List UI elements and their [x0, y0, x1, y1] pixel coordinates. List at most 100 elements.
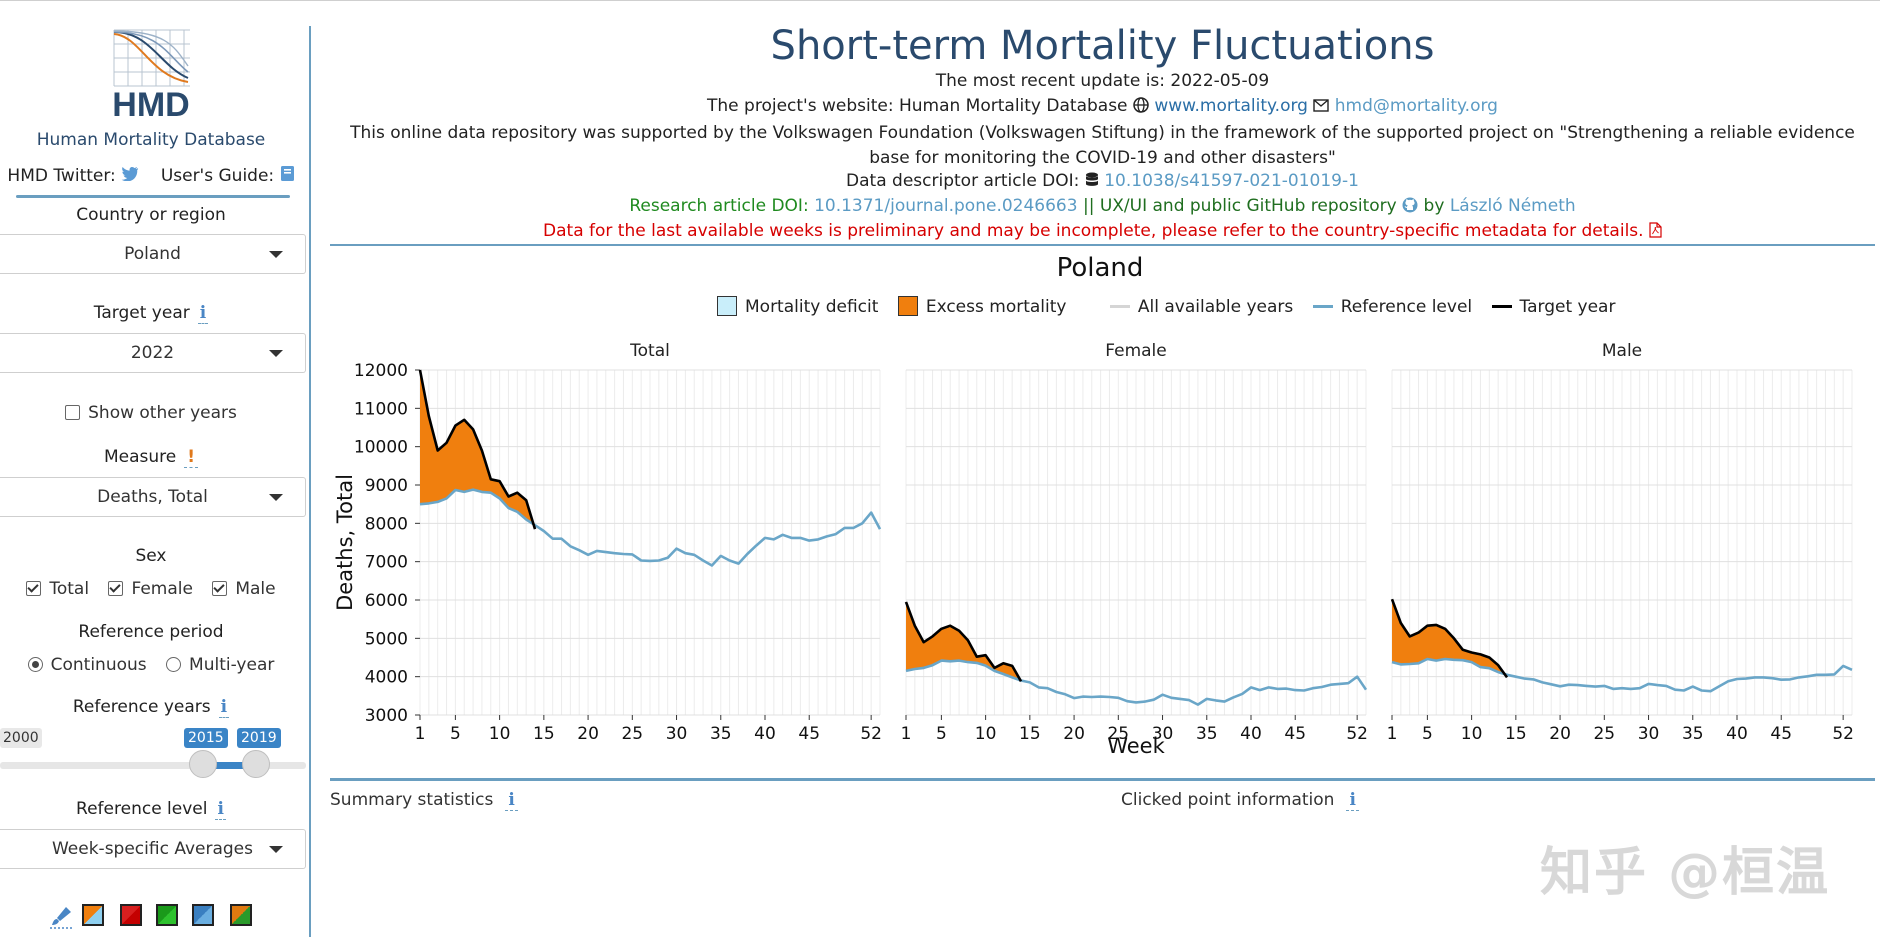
support-text: This online data repository was supporte… — [350, 123, 1855, 168]
chevron-down-icon — [269, 494, 283, 501]
excess-mortality-area — [906, 601, 1021, 682]
radio-selected-icon[interactable] — [27, 657, 43, 672]
ref-period-options: Continuous Multi-year — [0, 655, 302, 675]
x-tick-label: 5 — [936, 724, 947, 744]
author-link[interactable]: László Németh — [1449, 196, 1576, 216]
palette-orange-blue[interactable] — [82, 904, 104, 926]
y-tick-label: 9000 — [365, 476, 408, 496]
x-tick-label: 35 — [1682, 724, 1704, 744]
x-tick-label: 15 — [533, 724, 555, 744]
pdf-icon[interactable] — [1649, 222, 1662, 238]
x-tick-label: 30 — [666, 724, 688, 744]
database-icon — [1085, 172, 1098, 186]
x-tick-label: 45 — [1770, 724, 1792, 744]
descriptor-doi-link[interactable]: 10.1038/s41597-021-01019-1 — [1104, 171, 1359, 191]
x-tick-label: 45 — [1284, 724, 1306, 744]
sex-total-option[interactable]: Total — [26, 579, 89, 599]
reference-years-slider[interactable] — [0, 762, 306, 769]
x-tick-label: 10 — [1461, 724, 1483, 744]
measure-value: Deaths, Total — [97, 487, 208, 507]
palette-orange-green[interactable] — [230, 904, 252, 926]
y-tick-label: 7000 — [365, 553, 408, 573]
x-tick-label: 52 — [1832, 724, 1854, 744]
x-tick-label: 40 — [1240, 724, 1262, 744]
country-select[interactable]: Poland — [0, 234, 306, 274]
ref-multiyear-option[interactable]: Multi-year — [166, 655, 274, 675]
sex-male-option[interactable]: Male — [212, 579, 276, 599]
legend-all-years-label: All available years — [1137, 297, 1294, 317]
slider-selected-range — [203, 762, 256, 769]
checkbox-checked-icon[interactable] — [108, 581, 124, 596]
page-title: Short-term Mortality Fluctuations — [770, 23, 1435, 69]
legend-reference[interactable]: Reference level — [1312, 297, 1473, 317]
x-tick-label: 5 — [450, 724, 461, 744]
excess-mortality-area — [1392, 599, 1507, 678]
update-line: The most recent update is: 2022-05-09 — [935, 71, 1270, 91]
hmd-logo[interactable]: HMD — [110, 26, 192, 124]
excess-mortality-area — [420, 370, 535, 530]
research-line: Research article DOI: 10.1371/journal.po… — [330, 196, 1875, 216]
research-doi-link[interactable]: 10.1371/journal.pone.0246663 — [814, 196, 1078, 216]
target-year-label: Target year — [93, 303, 190, 323]
ref-period-label: Reference period — [78, 622, 224, 642]
sidebar-divider — [309, 26, 311, 937]
ref-continuous-option[interactable]: Continuous — [27, 655, 147, 675]
checkbox-checked-icon[interactable] — [212, 581, 228, 596]
legend-deficit[interactable]: Mortality deficit — [717, 296, 878, 317]
site-name[interactable]: Human Mortality Database — [36, 130, 266, 150]
measure-select[interactable]: Deaths, Total — [0, 477, 306, 517]
info-icon[interactable]: i — [505, 790, 518, 811]
info-icon[interactable]: i — [215, 799, 226, 820]
target-year-select[interactable]: 2022 — [0, 333, 306, 373]
target-year-value: 2022 — [130, 343, 175, 363]
slider-from-label: 2015 — [184, 728, 228, 748]
info-icon[interactable]: i — [197, 303, 209, 324]
palette-green[interactable] — [156, 904, 178, 926]
chart-bottom-divider — [330, 778, 1875, 781]
radio-icon[interactable] — [166, 657, 182, 672]
target-year-line — [904, 601, 1023, 682]
legend-excess[interactable]: Excess mortality — [897, 296, 1066, 317]
show-other-years-row[interactable]: Show other years — [0, 403, 302, 423]
slider-to-handle[interactable] — [242, 750, 270, 778]
sex-options: Total Female Male — [0, 579, 302, 599]
ref-level-select[interactable]: Week-specific Averages — [0, 829, 306, 869]
info-icon[interactable]: i — [218, 697, 230, 718]
ref-level-label-row: Reference level i — [0, 799, 302, 820]
legend-reference-label: Reference level — [1340, 297, 1473, 317]
clicked-point-info[interactable]: Clicked point information i — [1121, 790, 1359, 811]
website-link[interactable]: www.mortality.org — [1154, 96, 1308, 116]
book-icon[interactable] — [280, 165, 295, 187]
github-icon[interactable] — [1402, 197, 1418, 213]
measure-label-row: Measure! — [0, 447, 302, 468]
target-year-label-row: Target year i — [0, 303, 302, 324]
show-other-years-checkbox[interactable] — [65, 405, 81, 420]
legend-target[interactable]: Target year — [1491, 297, 1615, 317]
email-link[interactable]: hmd@mortality.org — [1334, 96, 1498, 116]
summary-statistics[interactable]: Summary statistics i — [330, 790, 518, 811]
ref-years-label-row: Reference years i — [0, 697, 302, 718]
panel-title: Female — [1105, 341, 1166, 361]
slider-from-handle[interactable] — [189, 750, 217, 778]
x-tick-label: 40 — [754, 724, 776, 744]
sex-female-option[interactable]: Female — [108, 579, 193, 599]
legend-deficit-swatch — [717, 296, 737, 316]
clicked-point-label: Clicked point information — [1121, 790, 1335, 810]
mortality-chart[interactable]: Deaths, Total Week 3000 4000 5000 6000 7000 800… — [330, 330, 1880, 770]
legend-reference-line — [1312, 305, 1333, 308]
twitter-icon[interactable] — [121, 166, 139, 186]
header-divider — [330, 244, 1875, 246]
slider-min-label: 2000 — [0, 728, 42, 748]
measure-label: Measure — [103, 447, 177, 467]
info-icon[interactable]: i — [1346, 790, 1359, 811]
palette-red[interactable] — [120, 904, 142, 926]
preliminary-warning: Data for the last available weeks is pre… — [330, 221, 1875, 241]
checkbox-checked-icon[interactable] — [26, 581, 42, 596]
palette-blue[interactable] — [192, 904, 214, 926]
x-tick-label: 10 — [975, 724, 997, 744]
legend-all-years[interactable]: All available years — [1109, 297, 1294, 317]
x-tick-label: 25 — [1107, 724, 1129, 744]
exclamation-icon[interactable]: ! — [184, 447, 198, 468]
x-tick-label: 1 — [901, 724, 912, 744]
x-tick-label: 5 — [1422, 724, 1433, 744]
